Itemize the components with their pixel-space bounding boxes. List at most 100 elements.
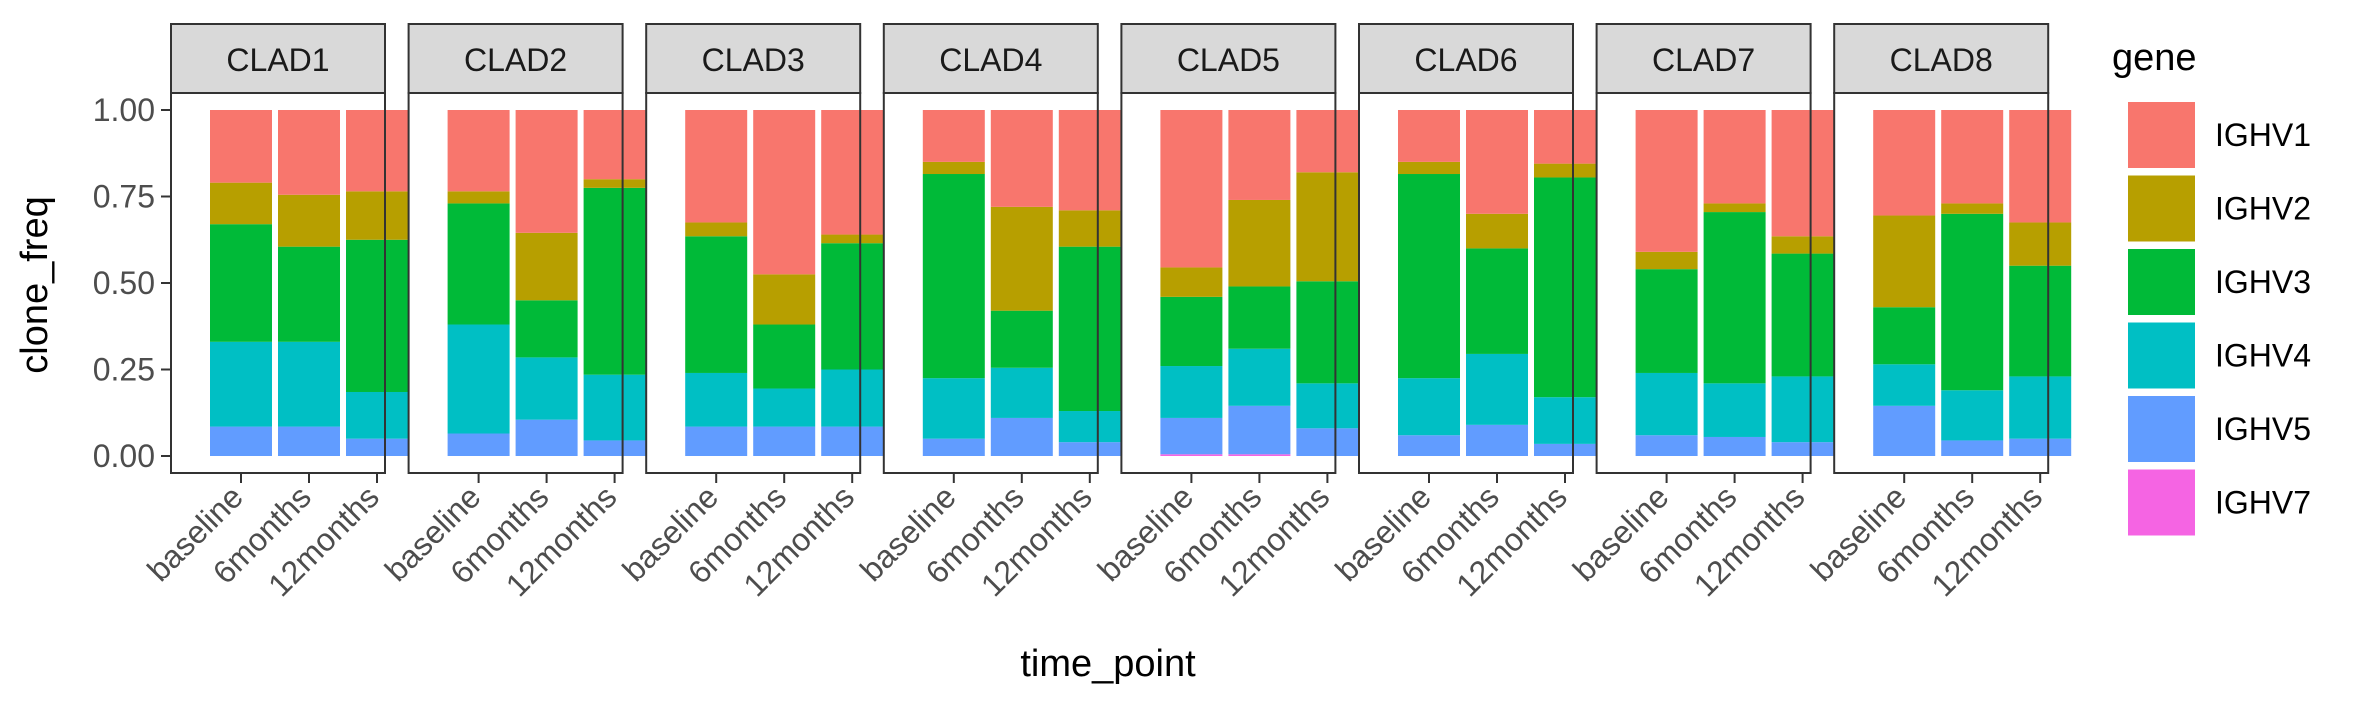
bar-segment-ighv1 (1703, 110, 1766, 204)
bar-segment-ighv5 (1228, 405, 1291, 455)
bar-segment-ighv7 (1160, 454, 1223, 456)
bar-segment-ighv5 (447, 433, 510, 456)
bar-segment-ighv3 (922, 174, 985, 379)
bar-segment-ighv5 (1873, 405, 1936, 456)
bar-baseline (447, 110, 510, 456)
bar-6months (1228, 110, 1291, 456)
bar-segment-ighv5 (821, 426, 884, 456)
bar-segment-ighv4 (1398, 378, 1460, 436)
y-tick-label: 0.00 (93, 438, 155, 474)
bar-segment-ighv4 (1534, 397, 1596, 444)
bar-segment-ighv3 (1296, 281, 1359, 384)
bar-segment-ighv4 (515, 357, 578, 420)
bar-12months (1296, 110, 1359, 456)
bar-segment-ighv4 (278, 341, 340, 427)
bar-segment-ighv1 (1058, 110, 1121, 211)
bar-segment-ighv3 (583, 187, 646, 375)
bar-segment-ighv5 (278, 426, 340, 456)
bar-segment-ighv5 (210, 426, 272, 456)
bar-segment-ighv2 (1941, 203, 2004, 214)
bar-segment-ighv5 (990, 417, 1053, 456)
facet-strip (882, 23, 1099, 94)
bar-segment-ighv1 (1873, 110, 1936, 216)
bar-segment-ighv3 (346, 239, 408, 392)
bar-segment-ighv4 (447, 324, 510, 434)
legend-swatch (2128, 175, 2195, 242)
facet-strip (645, 23, 862, 94)
bar-segment-ighv4 (1873, 364, 1936, 406)
bar-segment-ighv5 (1466, 424, 1528, 456)
bar-segment-ighv4 (1941, 390, 2004, 441)
bar-baseline (1160, 110, 1223, 456)
bar-segment-ighv1 (922, 110, 985, 162)
bar-segment-ighv4 (1771, 376, 1834, 443)
facet-strip (170, 23, 386, 94)
bar-segment-ighv3 (1703, 212, 1766, 384)
legend-swatch (2128, 322, 2195, 389)
bar-segment-ighv1 (1466, 110, 1528, 214)
bar-segment-ighv2 (1058, 210, 1121, 247)
bar-segment-ighv4 (990, 367, 1053, 418)
facet-strip (1595, 23, 1812, 94)
bar-segment-ighv4 (753, 388, 816, 427)
facet-strip (407, 23, 624, 94)
bar-segment-ighv4 (1466, 353, 1528, 425)
bar-segment-ighv3 (278, 246, 340, 342)
bar-segment-ighv1 (1941, 110, 2004, 204)
facet-label: CLAD3 (702, 42, 805, 78)
legend-label: IGHV7 (2215, 485, 2311, 521)
bar-segment-ighv1 (1635, 110, 1698, 252)
facet-strip (1833, 23, 2050, 94)
facet-strip (1120, 23, 1337, 94)
bar-segment-ighv1 (1296, 110, 1359, 173)
bar-baseline (922, 110, 985, 456)
legend-label: IGHV1 (2215, 117, 2311, 153)
y-tick-label: 0.50 (93, 265, 155, 301)
bar-segment-ighv2 (2009, 222, 2072, 266)
facet-label: CLAD1 (226, 42, 329, 78)
bar-segment-ighv4 (922, 378, 985, 439)
bar-segment-ighv1 (346, 110, 408, 192)
bar-segment-ighv5 (1534, 443, 1596, 456)
panel-border (645, 92, 862, 474)
bar-segment-ighv2 (1228, 199, 1291, 287)
bar-baseline (685, 110, 748, 456)
bar-segment-ighv2 (583, 179, 646, 188)
bar-6months (990, 110, 1053, 456)
bar-segment-ighv5 (1635, 435, 1698, 456)
legend-title: gene (2112, 37, 2197, 79)
y-tick-label: 0.75 (93, 179, 155, 215)
bar-baseline (1398, 110, 1460, 456)
legend-item-ighv2: IGHV2 (2128, 175, 2311, 242)
bar-segment-ighv3 (1534, 177, 1596, 398)
bar-segment-ighv5 (1160, 417, 1223, 455)
bar-12months (1771, 110, 1834, 456)
bar-segment-ighv5 (1771, 442, 1834, 456)
bar-segment-ighv2 (515, 232, 578, 301)
legend-item-ighv1: IGHV1 (2128, 102, 2311, 168)
legend-item-ighv5: IGHV5 (2128, 396, 2311, 462)
bar-segment-ighv3 (1771, 253, 1834, 377)
bar-12months (1534, 110, 1596, 456)
bar-segment-ighv3 (753, 324, 816, 389)
bar-segment-ighv4 (821, 369, 884, 427)
bar-segment-ighv4 (210, 341, 272, 427)
legend-label: IGHV4 (2215, 338, 2311, 374)
y-tick-label: 1.00 (93, 92, 155, 128)
bar-segment-ighv3 (2009, 265, 2072, 377)
legend-item-ighv3: IGHV3 (2128, 249, 2311, 315)
bar-segment-ighv5 (922, 438, 985, 456)
bar-segment-ighv5 (1296, 428, 1359, 456)
bar-segment-ighv1 (1160, 110, 1223, 268)
bar-segment-ighv2 (685, 222, 748, 237)
bar-segment-ighv2 (1703, 203, 1766, 213)
bar-6months (278, 110, 340, 456)
bar-segment-ighv3 (1873, 307, 1936, 365)
bar-segment-ighv3 (1058, 246, 1121, 412)
bar-6months (1941, 110, 2004, 456)
